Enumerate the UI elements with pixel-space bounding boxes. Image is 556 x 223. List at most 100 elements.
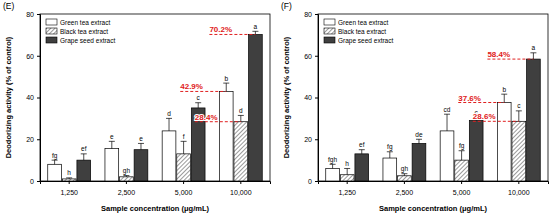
significance-letter: b (224, 75, 228, 82)
bar (497, 103, 511, 181)
y-tick-label: 0 (30, 178, 34, 185)
error-bar (166, 118, 172, 131)
x-tick-mark (461, 181, 462, 184)
x-tick: 10,000 (230, 181, 252, 196)
bar (62, 179, 76, 181)
y-axis-title: Deodorizing activity (% of control) (4, 36, 13, 158)
y-tick: 0 (308, 178, 318, 185)
error-bar (123, 176, 129, 177)
x-tick-mark (69, 181, 70, 184)
bar (455, 160, 469, 181)
x-tick: 5,000 (453, 181, 471, 196)
y-tick-label: 40 (26, 94, 34, 101)
significance-letter: gh (123, 167, 131, 175)
legend-entry: Green tea extract (46, 19, 110, 26)
y-axis: 020406080 (304, 11, 318, 185)
error-bar (344, 168, 350, 174)
x-tick-label: 5,000 (175, 189, 193, 196)
legend-entry: Black tea extract (324, 28, 386, 35)
x-tick-mark (404, 181, 405, 184)
x-tick-mark (518, 181, 519, 184)
x-axis: 1,2502,5005,00010,000 (319, 181, 549, 196)
bar (398, 176, 412, 181)
bar (340, 175, 354, 181)
bar (412, 143, 426, 181)
y-tick-label: 0 (308, 178, 312, 185)
x-tick-label: 2,500 (396, 189, 414, 196)
bar (120, 177, 134, 181)
marks (326, 53, 541, 181)
error-bar (195, 103, 201, 108)
legend-label: Green tea extract (338, 19, 388, 26)
legend: Green tea extractBlack tea extractGrape … (46, 19, 115, 45)
error-bar (416, 139, 422, 143)
significance-letter: fg (459, 142, 465, 150)
y-tick-mark (315, 14, 318, 15)
bar (77, 160, 91, 181)
x-axis-line (41, 182, 271, 185)
significance-letter: fgh (328, 156, 337, 164)
significance-letter: h (67, 169, 71, 176)
legend-entry: Black tea extract (46, 28, 108, 35)
panel-title: (E) (3, 1, 15, 11)
significance-letter: h (345, 160, 349, 167)
legend-swatch (46, 19, 57, 25)
x-tick-label: 10,000 (508, 189, 530, 196)
panel: 0204060801,2502,5005,00010,000fghfgcdbhg… (304, 11, 548, 197)
annotation: 42.9% (180, 82, 203, 91)
legend-label: Black tea extract (60, 28, 108, 35)
y-tick-mark (315, 139, 318, 140)
y-tick: 20 (304, 136, 318, 143)
x-tick: 5,000 (175, 181, 193, 196)
y-axis: 0 20 40 60 80 (26, 11, 40, 185)
legend-entry: Grape seed extract (324, 37, 393, 45)
legend-swatch (324, 28, 335, 34)
y-tick-label: 80 (304, 11, 312, 18)
error-bar (401, 174, 407, 176)
error-bar (530, 53, 536, 59)
x-axis-line (319, 182, 549, 185)
legend-label: Grape seed extract (338, 37, 393, 45)
error-bar (387, 152, 393, 158)
bar (48, 164, 62, 181)
x-tick-mark (347, 181, 348, 184)
y-tick-label: 60 (26, 52, 34, 59)
bar (440, 131, 454, 181)
significance-letter: a (254, 23, 258, 30)
y-tick: 80 (304, 11, 318, 18)
y-tick-label: 80 (26, 11, 34, 18)
significance-letter: e (139, 135, 143, 142)
error-bar (81, 154, 87, 160)
bar (249, 34, 263, 181)
x-tick-label: 2,500 (118, 189, 136, 196)
y-tick-label: 40 (304, 94, 312, 101)
annotation: 28.6% (473, 112, 496, 121)
error-bar (52, 160, 58, 164)
bar (469, 120, 483, 181)
significance-letter: a (532, 44, 536, 51)
bar (326, 168, 340, 181)
x-tick-mark (126, 181, 127, 184)
bar (234, 122, 248, 181)
y-axis-line (315, 15, 319, 182)
plot-frame (318, 14, 548, 181)
y-tick: 80 (26, 11, 40, 18)
legend-entry: Green tea extract (324, 19, 388, 26)
x-tick: 1,250 (60, 181, 78, 196)
bar (355, 154, 369, 181)
x-tick-label: 1,250 (60, 189, 78, 196)
y-tick-mark (37, 98, 40, 99)
y-tick: 0 (30, 178, 40, 185)
legend-swatch (324, 19, 335, 25)
y-tick-mark (37, 56, 40, 57)
figure: 0204060801,2502,5005,00010,000fgedbhghfd… (0, 0, 556, 223)
error-bar (516, 111, 522, 121)
bar (383, 158, 397, 181)
y-tick: 20 (26, 136, 40, 143)
x-tick: 2,500 (396, 181, 414, 196)
y-tick-mark (315, 56, 318, 57)
y-tick: 40 (304, 94, 318, 101)
y-tick-label: 20 (304, 136, 312, 143)
texts: fgedbhghfdefeca70.2%42.9%28.4% (52, 23, 258, 177)
legend-swatch (46, 28, 57, 34)
